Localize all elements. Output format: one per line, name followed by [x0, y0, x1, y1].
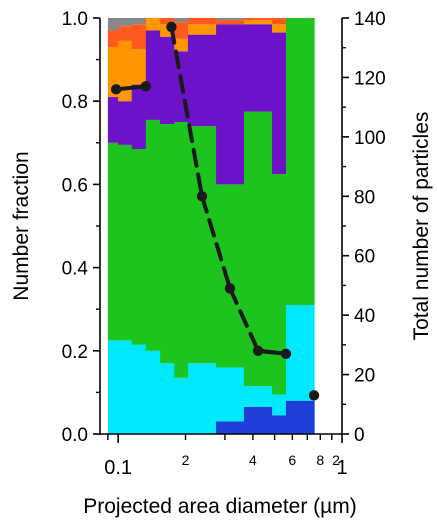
- bar-segment: [272, 174, 287, 395]
- total-point: [166, 21, 177, 33]
- bar-segment: [107, 142, 119, 341]
- total-line-segment: [227, 286, 261, 353]
- y-axis-label: Number fraction: [10, 151, 33, 300]
- bar-segment: [131, 18, 147, 25]
- bar-segment: [131, 24, 147, 50]
- bar-segment: [118, 101, 133, 145]
- bar-segment: [285, 400, 315, 434]
- bar-segment: [187, 363, 217, 434]
- bar-segment: [107, 47, 119, 98]
- bar-segment: [107, 340, 119, 434]
- total-point: [110, 84, 122, 95]
- x-minor-tick-label: 2: [182, 452, 190, 468]
- bar-segment: [216, 18, 245, 21]
- total-point: [252, 345, 264, 356]
- bar-segment: [187, 18, 217, 25]
- bar-segment: [118, 340, 133, 434]
- total-point: [196, 191, 208, 202]
- bar-segment: [272, 24, 287, 33]
- bar-segment: [216, 184, 245, 368]
- y-tick-label: 0.0: [62, 425, 88, 446]
- bar-segment: [272, 394, 287, 416]
- x-major-tick-label: 1: [336, 457, 347, 479]
- bar-segment: [107, 18, 119, 31]
- bar-segment: [107, 30, 119, 48]
- x-minor-tick-label: 8: [316, 452, 324, 468]
- total-line-segment: [169, 24, 205, 199]
- x-axis-label: Projected area diameter (µm): [83, 495, 357, 518]
- total-line-group: [110, 21, 320, 401]
- x-major-tick-label: 0.1: [104, 457, 132, 479]
- bar-segment: [244, 24, 273, 112]
- bars-group: [107, 18, 315, 434]
- bar-segment: [174, 18, 189, 23]
- y-tick-label: 0.6: [62, 175, 88, 196]
- bar-segment: [145, 30, 161, 120]
- total-point: [224, 283, 236, 294]
- bar-segment: [285, 18, 315, 306]
- bar-segment: [131, 49, 147, 85]
- bar-segment: [244, 406, 273, 434]
- y2-tick-label: 100: [354, 128, 386, 149]
- bar-segment: [107, 97, 119, 143]
- bar-segment: [174, 22, 189, 39]
- y2-tick-label: 60: [354, 247, 375, 268]
- bar-segment: [187, 34, 217, 127]
- y2-axis-label: Total number of particles: [410, 112, 433, 341]
- bar-segment: [131, 149, 147, 345]
- bar-segment: [216, 421, 245, 434]
- labels-group: Projected area diameter (µm) Number frac…: [10, 112, 433, 518]
- bar-segment: [160, 363, 175, 434]
- bar-segment: [145, 350, 161, 434]
- bar-segment: [118, 26, 133, 41]
- bar-segment: [272, 18, 287, 25]
- x-minor-tick-label: 2: [332, 452, 340, 468]
- y2-tick-label: 140: [354, 9, 386, 30]
- bar-segment: [216, 367, 245, 422]
- y2-tick-label: 0: [354, 425, 365, 446]
- axes-group: 0.0 0.2 0.4 0.6 0.8 1.0 0 20 40 60 80 100 120 140 0.1 1…: [62, 9, 386, 479]
- y2-tick-label: 80: [354, 187, 375, 208]
- bar-segment: [174, 38, 189, 52]
- bar-segment: [118, 18, 133, 27]
- bar-segment: [145, 119, 161, 351]
- bar-segment: [131, 84, 147, 150]
- bar-segment: [145, 18, 161, 31]
- bar-segment: [187, 126, 217, 364]
- bar-segment: [216, 20, 245, 25]
- bar-segment: [272, 32, 287, 175]
- bar-segment: [174, 377, 189, 434]
- bar-segment: [244, 18, 273, 21]
- y-tick-label: 0.2: [62, 342, 88, 363]
- y-tick-label: 0.4: [62, 259, 89, 280]
- bar-segment: [118, 144, 133, 341]
- y2-tick-label: 120: [354, 68, 386, 89]
- x-minor-tick-label: 4: [249, 452, 257, 468]
- bar-segment: [244, 386, 273, 407]
- bar-segment: [272, 415, 287, 434]
- bar-segment: [244, 20, 273, 25]
- bar-segment: [160, 18, 175, 25]
- y-tick-label: 1.0: [62, 9, 88, 30]
- bar-segment: [244, 111, 273, 387]
- bar-segment: [160, 124, 175, 364]
- x-minor-tick-label: 6: [288, 452, 296, 468]
- bar-segment: [187, 24, 217, 35]
- bar-segment: [160, 36, 175, 125]
- y2-tick-label: 40: [354, 306, 375, 327]
- bar-segment: [216, 24, 245, 185]
- bar-segment: [174, 122, 189, 378]
- total-point: [308, 390, 320, 401]
- y2-tick-label: 20: [354, 366, 375, 387]
- y-tick-label: 0.8: [62, 92, 88, 113]
- total-line-segment: [200, 194, 232, 291]
- total-point: [280, 348, 292, 359]
- bar-segment: [131, 344, 147, 434]
- total-point: [140, 81, 152, 92]
